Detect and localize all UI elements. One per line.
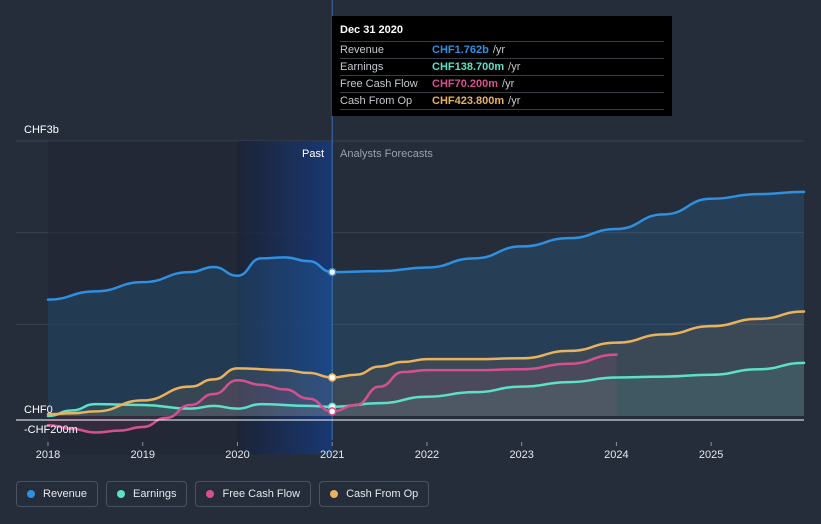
past-label: Past (302, 148, 324, 160)
tooltip-row-value: CHF138.700m (432, 61, 505, 73)
legend-label: Earnings (133, 488, 177, 500)
legend-label: Revenue (43, 488, 88, 500)
x-tick-label: 2018 (36, 449, 60, 461)
tooltip-row-unit: /yr (502, 78, 515, 90)
tooltip-row: Earnings CHF138.700m/yr (340, 59, 664, 76)
legend-item-cash-from-op[interactable]: Cash From Op (319, 481, 430, 507)
tooltip-row-value: CHF1.762b (432, 44, 489, 56)
tooltip-row-value: CHF423.800m (432, 95, 505, 107)
highlight-point-free-cash-flow (327, 407, 337, 416)
legend-item-earnings[interactable]: Earnings (106, 481, 188, 507)
x-tick-label: 2021 (320, 449, 344, 461)
x-tick-label: 2022 (415, 449, 439, 461)
tooltip-row-unit: /yr (508, 95, 521, 107)
tooltip: Dec 31 2020 Revenue CHF1.762b/yr Earnings C… (332, 16, 672, 116)
series-area-free-cash-flow (48, 354, 617, 433)
tooltip-row-name: Revenue (340, 44, 385, 56)
legend-item-free-cash-flow[interactable]: Free Cash Flow (195, 481, 312, 507)
tooltip-row: Free Cash Flow CHF70.200m/yr (340, 76, 664, 93)
legend-dot-icon (27, 490, 35, 498)
x-tick-label: 2023 (509, 449, 533, 461)
x-tick-label: 2019 (130, 449, 154, 461)
tooltip-row-name: Earnings (340, 61, 384, 73)
tooltip-row-unit: /yr (508, 61, 521, 73)
y-label-top: CHF3b (24, 124, 59, 136)
highlight-point-revenue (327, 267, 337, 277)
financial-chart: CHF3b CHF0 -CHF200m Past Analysts Foreca… (16, 0, 806, 461)
y-label-negative: -CHF200m (24, 424, 78, 436)
legend-label: Free Cash Flow (222, 488, 301, 500)
tooltip-row-name: Free Cash Flow (340, 78, 418, 90)
legend-dot-icon (117, 490, 126, 498)
series-area-revenue (48, 191, 804, 416)
forecast-label: Analysts Forecasts (340, 148, 433, 160)
legend-item-revenue[interactable]: Revenue (16, 481, 99, 507)
legend: Revenue Earnings Free Cash Flow Cash From O… (16, 481, 430, 507)
legend-dot-icon (206, 490, 215, 498)
past-region-early (48, 141, 238, 455)
series-line-cash-from-op[interactable] (46, 310, 806, 416)
x-tick-label: 2020 (225, 449, 249, 461)
tooltip-row: Revenue CHF1.762b/yr (340, 42, 664, 59)
series-line-revenue[interactable] (46, 190, 806, 301)
series-area-cash-from-op (48, 311, 804, 416)
highlight-point-cash-from-op (327, 373, 337, 382)
series-area-earnings (48, 362, 804, 416)
y-label-zero: CHF0 (24, 404, 53, 416)
x-tick-label: 2024 (604, 449, 628, 461)
tooltip-row-name: Cash From Op (340, 95, 413, 107)
x-tick-label: 2025 (699, 449, 723, 461)
tooltip-row-unit: /yr (492, 44, 506, 56)
tooltip-date: Dec 31 2020 (340, 24, 664, 42)
legend-dot-icon (330, 490, 339, 498)
tooltip-row-value: CHF70.200m (432, 78, 499, 90)
tooltip-row: Cash From Op CHF423.800m/yr (340, 93, 664, 110)
legend-label: Cash From Op (346, 488, 419, 500)
series-line-free-cash-flow[interactable] (46, 353, 618, 434)
